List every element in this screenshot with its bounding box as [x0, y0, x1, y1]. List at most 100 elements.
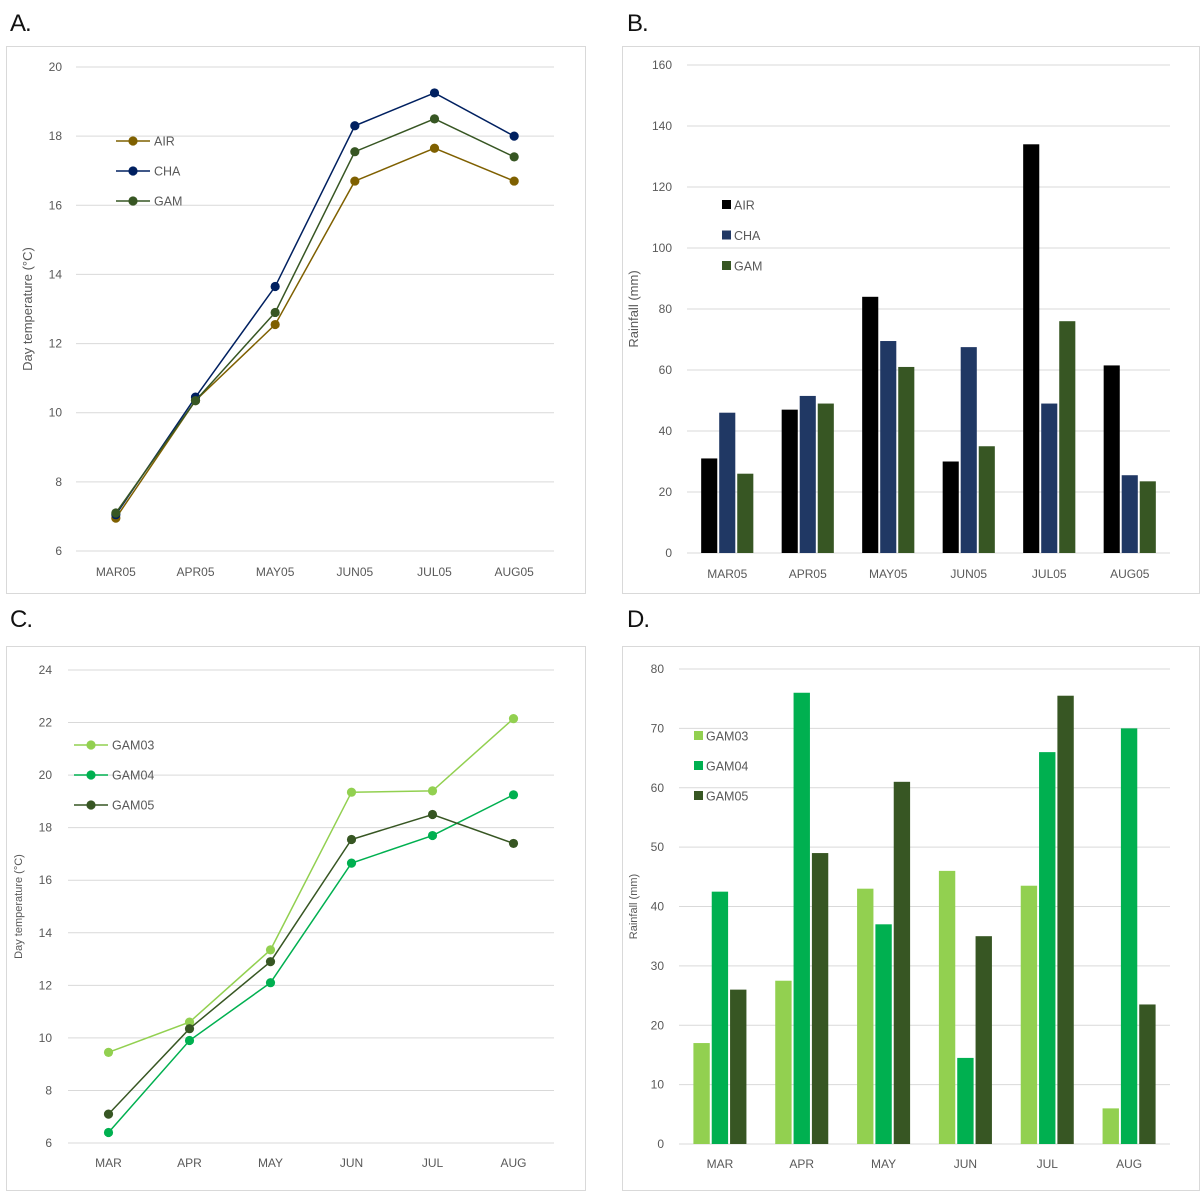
legend-bar-swatch — [722, 261, 731, 270]
point-air — [350, 176, 360, 186]
x-category-label: JUN05 — [950, 567, 987, 581]
bar-gam — [1139, 481, 1156, 553]
legend-bar-swatch — [694, 791, 703, 800]
x-category-label: APR — [177, 1156, 202, 1170]
x-category-label: APR — [789, 1157, 814, 1171]
y-tick-label: 10 — [49, 406, 63, 420]
x-category-label: JUN05 — [336, 565, 373, 579]
y-tick-label: 60 — [659, 363, 673, 377]
x-category-label: APR05 — [789, 567, 827, 581]
y-axis-title: Day temperature (°C) — [13, 854, 25, 959]
legend-marker — [128, 166, 138, 176]
legend-bar-swatch — [694, 731, 703, 740]
legend-marker — [128, 136, 138, 146]
y-tick-label: 20 — [39, 768, 53, 782]
y-tick-label: 60 — [651, 781, 665, 795]
point-gam05 — [427, 809, 438, 820]
x-category-label: AUG05 — [1110, 567, 1150, 581]
point-gam05 — [508, 838, 519, 849]
point-cha — [270, 281, 280, 292]
y-tick-label: 16 — [49, 198, 63, 212]
legend-label: GAM05 — [706, 790, 748, 804]
legend-marker — [86, 740, 96, 750]
bar-air — [1103, 365, 1120, 553]
bar-air — [862, 296, 879, 553]
series-line-cha — [115, 92, 515, 516]
legend-marker — [86, 770, 96, 780]
bar-gam05 — [893, 781, 911, 1144]
y-tick-label: 50 — [651, 840, 665, 854]
bar-gam05 — [811, 853, 829, 1144]
bar-gam04 — [793, 692, 810, 1144]
y-tick-label: 70 — [651, 721, 665, 735]
legend-bar-swatch — [694, 761, 703, 770]
chart-frame — [6, 46, 586, 594]
y-tick-label: 160 — [652, 58, 672, 72]
legend-bar-swatch — [722, 200, 731, 209]
bar-cha — [799, 395, 816, 553]
point-gam04 — [265, 978, 276, 988]
y-tick-label: 80 — [659, 302, 673, 316]
point-gam04 — [184, 1035, 195, 1046]
point-gam05 — [103, 1109, 114, 1119]
bar-gam — [817, 403, 834, 553]
point-gam — [350, 147, 360, 157]
y-tick-label: 24 — [39, 663, 53, 677]
bar-cha — [880, 341, 897, 553]
point-gam04 — [508, 790, 519, 800]
point-gam — [111, 508, 121, 518]
bar-air — [701, 458, 718, 553]
bar-gam03 — [693, 1043, 710, 1144]
chart-frame — [6, 646, 586, 1191]
bar-gam05 — [730, 989, 747, 1144]
bar-gam — [737, 473, 754, 553]
legend-label: GAM03 — [112, 739, 154, 753]
y-tick-label: 0 — [657, 1137, 664, 1151]
x-category-label: JUN — [954, 1157, 977, 1171]
legend-label: GAM — [734, 260, 762, 274]
bar-gam03 — [775, 980, 792, 1144]
y-tick-label: 12 — [39, 978, 53, 992]
bar-air — [1023, 144, 1040, 554]
legend-bar-swatch — [722, 230, 731, 240]
y-axis-title: Rainfall (mm) — [626, 270, 641, 347]
bar-gam — [978, 446, 995, 553]
legend-label: GAM03 — [706, 730, 748, 744]
panel-letter-c: C. — [10, 606, 33, 633]
y-tick-label: 6 — [45, 1136, 52, 1150]
y-tick-label: 0 — [665, 546, 672, 560]
point-cha — [429, 88, 440, 98]
legend-label: GAM05 — [112, 799, 154, 813]
x-category-label: AUG — [1116, 1157, 1142, 1171]
x-category-label: AUG05 — [494, 565, 534, 579]
y-tick-label: 20 — [659, 485, 673, 499]
y-tick-label: 22 — [39, 716, 53, 730]
y-tick-label: 140 — [652, 119, 672, 133]
x-category-label: MAY — [871, 1157, 896, 1171]
point-gam — [429, 114, 440, 124]
point-air — [509, 176, 519, 186]
bar-gam03 — [938, 870, 956, 1144]
y-tick-label: 100 — [652, 241, 672, 255]
y-tick-label: 10 — [651, 1078, 665, 1092]
y-tick-label: 6 — [55, 544, 62, 558]
y-tick-label: 20 — [651, 1018, 665, 1032]
point-gam03 — [265, 945, 276, 955]
legend-marker — [128, 196, 138, 206]
bar-air — [781, 409, 798, 553]
x-category-label: JUL05 — [417, 565, 452, 579]
panel-letter-b: B. — [627, 10, 649, 37]
x-category-label: MAR — [707, 1157, 734, 1171]
bar-gam — [898, 366, 915, 553]
y-tick-label: 16 — [39, 873, 53, 887]
point-gam04 — [427, 830, 438, 841]
x-category-label: MAY05 — [869, 567, 908, 581]
point-cha — [350, 121, 360, 131]
bar-gam05 — [975, 936, 992, 1144]
point-air — [429, 143, 440, 153]
point-gam05 — [265, 957, 276, 967]
legend-label: AIR — [154, 135, 175, 149]
bar-gam — [1059, 321, 1076, 553]
point-gam — [190, 396, 201, 406]
x-category-label: MAY — [258, 1156, 283, 1170]
